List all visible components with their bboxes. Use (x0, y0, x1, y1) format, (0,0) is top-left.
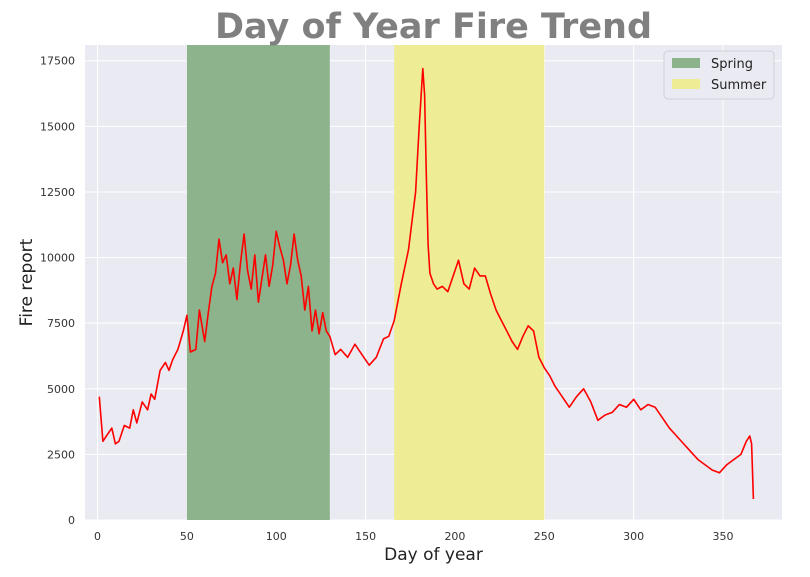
x-tick-label: 300 (623, 530, 644, 543)
y-tick-label: 10000 (40, 252, 75, 265)
season-spans (186, 45, 545, 520)
x-tick-label: 0 (94, 530, 101, 543)
x-tick-label: 150 (355, 530, 376, 543)
y-tick-label: 5000 (47, 383, 75, 396)
x-tick-label: 100 (266, 530, 287, 543)
y-tick-label: 15000 (40, 120, 75, 133)
x-tick-label: 200 (444, 530, 465, 543)
y-tick-label: 12500 (40, 186, 75, 199)
x-axis-title: Day of year (384, 545, 483, 565)
x-tick-label: 350 (713, 530, 734, 543)
legend-label-summer: Summer (711, 78, 767, 93)
series-line (98, 67, 755, 500)
y-axis-title: Fire report (17, 238, 37, 326)
chart-title: Day of Year Fire Trend (215, 7, 652, 47)
x-tick-label: 250 (534, 530, 555, 543)
tick-labels: 0 50 100 150 200 250 300 350 0 2500 5000 7500 10000 1… (40, 55, 734, 543)
y-tick-label: 2500 (47, 448, 75, 461)
x-tick-label: 50 (180, 530, 194, 543)
span-spring (186, 45, 330, 520)
series-lines (98, 67, 755, 500)
legend: Spring Summer (663, 50, 775, 100)
legend-label-spring: Spring (711, 57, 753, 72)
y-tick-label: 7500 (47, 317, 75, 330)
y-tick-label: 17500 (40, 55, 75, 68)
y-tick-label: 0 (68, 514, 75, 527)
span-summer (394, 45, 545, 520)
legend-swatch-summer (672, 79, 700, 89)
legend-swatch-spring (672, 58, 700, 68)
